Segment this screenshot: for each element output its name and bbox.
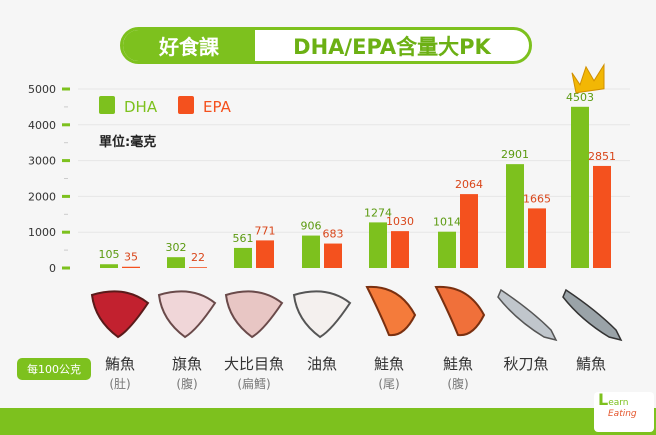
category-label: 鮭魚 <box>442 355 473 373</box>
data-label: 105 <box>99 248 120 261</box>
data-label: 4503 <box>566 91 594 104</box>
category-label: 鮪魚 <box>104 355 135 373</box>
category-sublabel: (肚) <box>109 377 131 391</box>
bar-epa <box>460 194 478 268</box>
data-label: 302 <box>166 241 187 254</box>
y-tick-label: 5000 <box>28 83 56 96</box>
brand-badge: 好食課 <box>123 30 255 61</box>
category-sublabel: (腹) <box>447 377 469 391</box>
legend-dha-swatch <box>99 96 115 114</box>
bar-epa <box>256 240 274 268</box>
bar-dha <box>234 247 252 268</box>
salmon-slice-icon <box>434 285 486 337</box>
data-label: 1014 <box>433 216 461 229</box>
bar-epa <box>189 267 207 268</box>
fish-slice-icon <box>157 290 217 339</box>
learn-eating-logo: Learn Eating <box>594 392 654 432</box>
y-tick-label: 2000 <box>28 190 56 203</box>
category-sublabel: (尾) <box>378 377 400 391</box>
data-label: 1665 <box>523 192 551 205</box>
data-label: 1030 <box>386 215 414 228</box>
data-label: 2064 <box>455 178 483 191</box>
data-label: 35 <box>124 251 138 264</box>
bar-epa <box>122 266 140 268</box>
fish-slice-icon <box>292 290 352 339</box>
whole-fish-icon <box>497 288 558 342</box>
category-label: 旗魚 <box>171 355 202 373</box>
y-tick-label: 4000 <box>28 119 56 132</box>
category-label: 鯖魚 <box>575 355 606 373</box>
legend-epa-label: EPA <box>203 98 232 116</box>
bar-dha <box>506 164 524 268</box>
category-label: 秋刀魚 <box>503 355 549 373</box>
y-tick-label: 0 <box>49 262 56 275</box>
bar-dha <box>167 257 185 268</box>
data-label: 22 <box>191 251 205 264</box>
crown-icon <box>571 63 605 94</box>
y-tick-label: 3000 <box>28 155 56 168</box>
bar-dha <box>438 231 456 268</box>
category-label: 鮭魚 <box>373 355 404 373</box>
data-label: 1274 <box>364 206 392 219</box>
data-label: 771 <box>255 224 276 237</box>
bar-epa <box>593 165 611 268</box>
bar-dha <box>302 235 320 268</box>
legend-dha-label: DHA <box>124 98 158 116</box>
per-100g-badge: 每100公克 <box>17 358 91 380</box>
fish-slice-icon <box>90 290 150 339</box>
bar-dha <box>100 264 118 268</box>
legend-epa-swatch <box>178 96 194 114</box>
page-title: DHA/EPA含量大PK <box>293 34 491 59</box>
category-label: 大比目魚 <box>223 355 284 373</box>
bar-dha <box>369 222 387 268</box>
y-tick-label: 1000 <box>28 226 56 239</box>
bar-epa <box>391 231 409 268</box>
bar-epa <box>528 208 546 268</box>
fish-slice-icon <box>224 290 284 339</box>
unit-label: 單位:毫克 <box>99 134 156 150</box>
category-sublabel: (腹) <box>176 377 198 391</box>
data-label: 683 <box>323 228 344 241</box>
footer-band <box>0 408 656 435</box>
category-label: 油魚 <box>306 355 337 373</box>
whole-fish-icon <box>562 288 623 342</box>
salmon-slice-icon <box>365 285 417 337</box>
bar-dha <box>571 106 589 268</box>
data-label: 2851 <box>588 150 616 163</box>
data-label: 2901 <box>501 148 529 161</box>
bar-epa <box>324 243 342 268</box>
title-pill: 好食課 DHA/EPA含量大PK <box>120 27 532 64</box>
data-label: 561 <box>233 232 254 245</box>
category-sublabel: (扁鱈) <box>237 377 271 391</box>
data-label: 906 <box>301 220 322 233</box>
